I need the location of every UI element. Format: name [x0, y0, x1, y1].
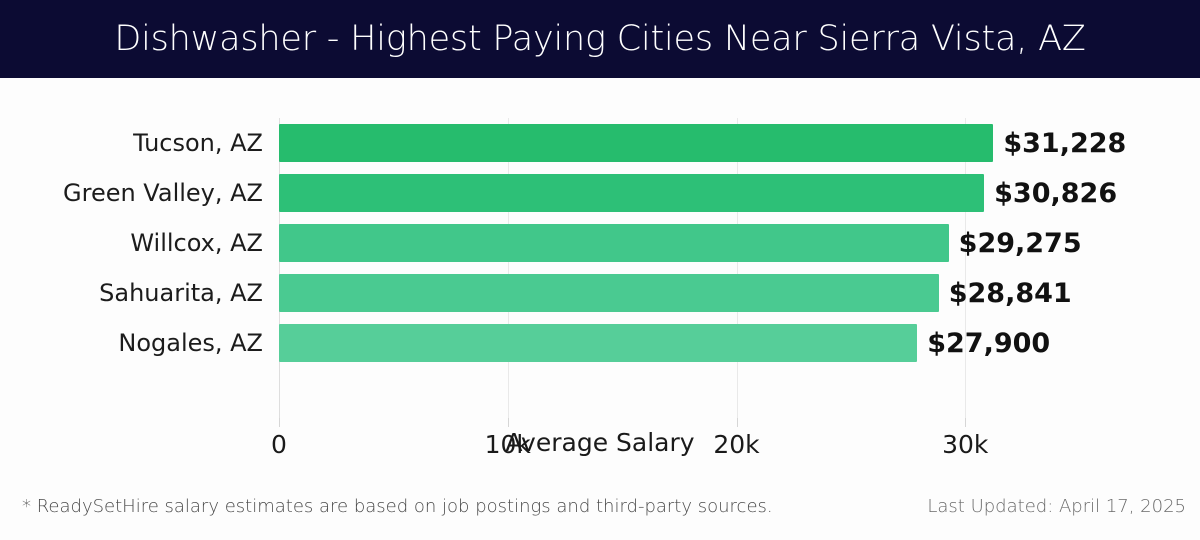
footer-last-updated: Last Updated: April 17, 2025 — [927, 496, 1186, 517]
x-axis-tick-mark — [507, 418, 509, 427]
bar-row: Green Valley, AZ $30,826 — [0, 168, 1200, 218]
chart-footer: * ReadySetHire salary estimates are base… — [0, 496, 1200, 540]
x-axis-tick-label: 30k — [942, 430, 989, 459]
x-axis-tick-label: 0 — [271, 430, 287, 459]
category-label: Green Valley, AZ — [63, 179, 263, 207]
category-label: Tucson, AZ — [133, 129, 263, 157]
bar-value-label: $28,841 — [948, 277, 1072, 309]
gridline — [279, 118, 280, 418]
bar-row: Nogales, AZ $27,900 — [0, 318, 1200, 368]
page-title: Dishwasher - Highest Paying Cities Near … — [114, 19, 1086, 59]
category-label: Sahuarita, AZ — [99, 279, 263, 307]
x-axis-tick-label: 20k — [713, 430, 760, 459]
bar[interactable] — [279, 274, 939, 312]
x-axis-tick-mark — [965, 418, 967, 427]
bar-value-label: $29,275 — [958, 227, 1082, 259]
bar-value-label: $31,228 — [1003, 127, 1127, 159]
category-label: Nogales, AZ — [118, 329, 263, 357]
bar-row: Tucson, AZ $31,228 — [0, 118, 1200, 168]
footer-disclaimer: * ReadySetHire salary estimates are base… — [22, 496, 773, 517]
x-axis-title: Average Salary — [505, 428, 695, 457]
chart-gridlines: 0 10k 20k 30k — [271, 118, 1011, 459]
bar-value-label: $27,900 — [927, 327, 1051, 359]
chart-plot-area: 0 10k 20k 30k Tucson, AZ $31,228 Green Valley… — [0, 78, 1200, 540]
gridline — [965, 118, 967, 418]
x-axis-tick-label: 10k — [484, 430, 531, 459]
bar-row: Sahuarita, AZ $28,841 — [0, 268, 1200, 318]
header-band: Dishwasher - Highest Paying Cities Near … — [0, 0, 1200, 78]
gridline — [507, 118, 509, 418]
bar[interactable] — [279, 324, 918, 362]
bar[interactable] — [279, 224, 949, 262]
bar[interactable] — [279, 124, 994, 162]
chart-bars: Tucson, AZ $31,228 Green Valley, AZ $30,826… — [0, 78, 1200, 540]
bar-row: Willcox, AZ $29,275 — [0, 218, 1200, 268]
category-label: Willcox, AZ — [130, 229, 263, 257]
bar[interactable] — [279, 174, 985, 212]
gridline — [736, 118, 738, 418]
bar-value-label: $30,826 — [994, 177, 1118, 209]
x-axis-tick-mark — [736, 418, 738, 427]
x-axis-tick-mark — [279, 418, 280, 427]
